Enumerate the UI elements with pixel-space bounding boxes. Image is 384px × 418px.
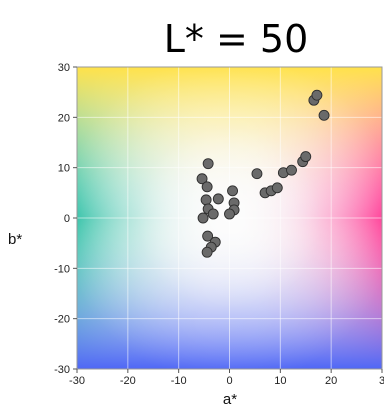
y-tick-label: 0 (64, 213, 70, 225)
y-tick-label: 30 (58, 62, 70, 74)
x-axis-label: a* (223, 391, 237, 408)
scatter-point (311, 89, 323, 101)
scatter-point (286, 164, 297, 176)
scatter-point (207, 208, 219, 220)
scatter-point (224, 208, 235, 220)
scatter-point (212, 193, 224, 205)
scatter-point (271, 182, 283, 194)
scatter-point (300, 151, 312, 163)
y-axis-ticks: 30 20 10 0 -10 -20 -30 (54, 62, 77, 376)
x-tick-label: 0 (226, 375, 232, 387)
y-tick-label: 20 (58, 112, 70, 124)
x-axis-ticks: -30 -20 -10 0 10 20 3 (69, 369, 384, 387)
scatter-point (251, 168, 263, 180)
y-tick-label: -20 (54, 314, 70, 326)
x-tick-label: 20 (325, 375, 337, 387)
scatter-point (197, 212, 209, 224)
scatter-point (201, 181, 213, 193)
x-tick-label: 10 (274, 375, 286, 387)
scatter-point (318, 109, 330, 121)
chart-title: L* = 50 (164, 17, 309, 61)
grid-lines (77, 67, 382, 369)
x-tick-label: -20 (120, 375, 136, 387)
y-tick-label: -10 (54, 263, 70, 275)
scatter-point (227, 185, 239, 197)
x-tick-label: -30 (69, 375, 85, 387)
scatter-point (202, 158, 214, 170)
data-points (196, 89, 330, 258)
x-tick-label: 3 (379, 375, 384, 387)
y-axis-label: b* (8, 231, 22, 248)
scatter-point (200, 194, 212, 206)
y-tick-label: -30 (54, 364, 70, 376)
scatter-point (202, 230, 214, 242)
scatter-point (196, 173, 208, 185)
x-tick-label: -10 (171, 375, 187, 387)
y-tick-label: 10 (58, 163, 70, 175)
scatter-point (201, 246, 213, 258)
